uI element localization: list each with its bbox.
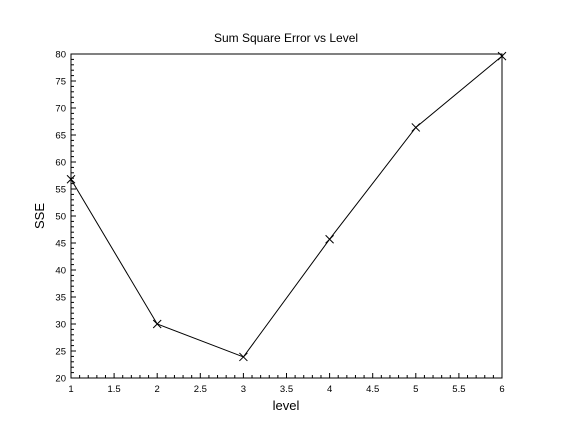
data-point-marker bbox=[66, 174, 76, 184]
plot-frame bbox=[70, 53, 503, 379]
x-tick-label: 2.5 bbox=[194, 384, 207, 395]
y-axis: 20 25 30 35 40 45 50 55 60 65 70 75 80 bbox=[55, 50, 76, 385]
data-point-marker bbox=[152, 319, 162, 329]
y-tick-label: 40 bbox=[55, 266, 66, 277]
x-tick-label: 3.5 bbox=[280, 384, 293, 395]
data-point-marker bbox=[325, 234, 334, 244]
data-point-marker bbox=[497, 51, 507, 61]
y-axis-label: SSE bbox=[32, 203, 47, 229]
x-tick-label: 6 bbox=[499, 384, 504, 395]
data-point-marker bbox=[239, 352, 248, 362]
chart-title: Sum Square Error vs Level bbox=[214, 31, 358, 45]
x-tick-label: 4.5 bbox=[366, 384, 379, 395]
x-tick-label: 2 bbox=[155, 384, 160, 395]
x-axis: 1 1.5 2 2.5 3 3.5 4 4.5 5 5.5 6 bbox=[68, 373, 505, 395]
y-tick-label: 75 bbox=[55, 77, 66, 88]
x-tick-label: 5 bbox=[413, 384, 418, 395]
y-tick-label: 20 bbox=[55, 374, 66, 385]
y-tick-label: 30 bbox=[55, 320, 66, 331]
y-tick-label: 65 bbox=[55, 131, 66, 142]
x-tick-label: 5.5 bbox=[452, 384, 465, 395]
x-tick-label: 4 bbox=[327, 384, 332, 395]
data-point-marker bbox=[411, 123, 421, 132]
x-tick-label: 3 bbox=[241, 384, 246, 395]
y-tick-label: 25 bbox=[55, 347, 66, 358]
x-tick-label: 1.5 bbox=[107, 384, 120, 395]
x-axis-label: level bbox=[273, 398, 300, 413]
y-tick-label: 45 bbox=[55, 239, 66, 250]
series-layer bbox=[66, 51, 507, 362]
y-tick-label: 60 bbox=[55, 158, 66, 169]
y-tick-label: 80 bbox=[55, 50, 66, 61]
series-line bbox=[70, 55, 503, 358]
y-tick-label: 50 bbox=[55, 212, 66, 223]
y-tick-label: 70 bbox=[55, 104, 66, 115]
y-tick-label: 35 bbox=[55, 293, 66, 304]
y-tick-label: 55 bbox=[55, 185, 66, 196]
x-tick-label: 1 bbox=[68, 384, 73, 395]
